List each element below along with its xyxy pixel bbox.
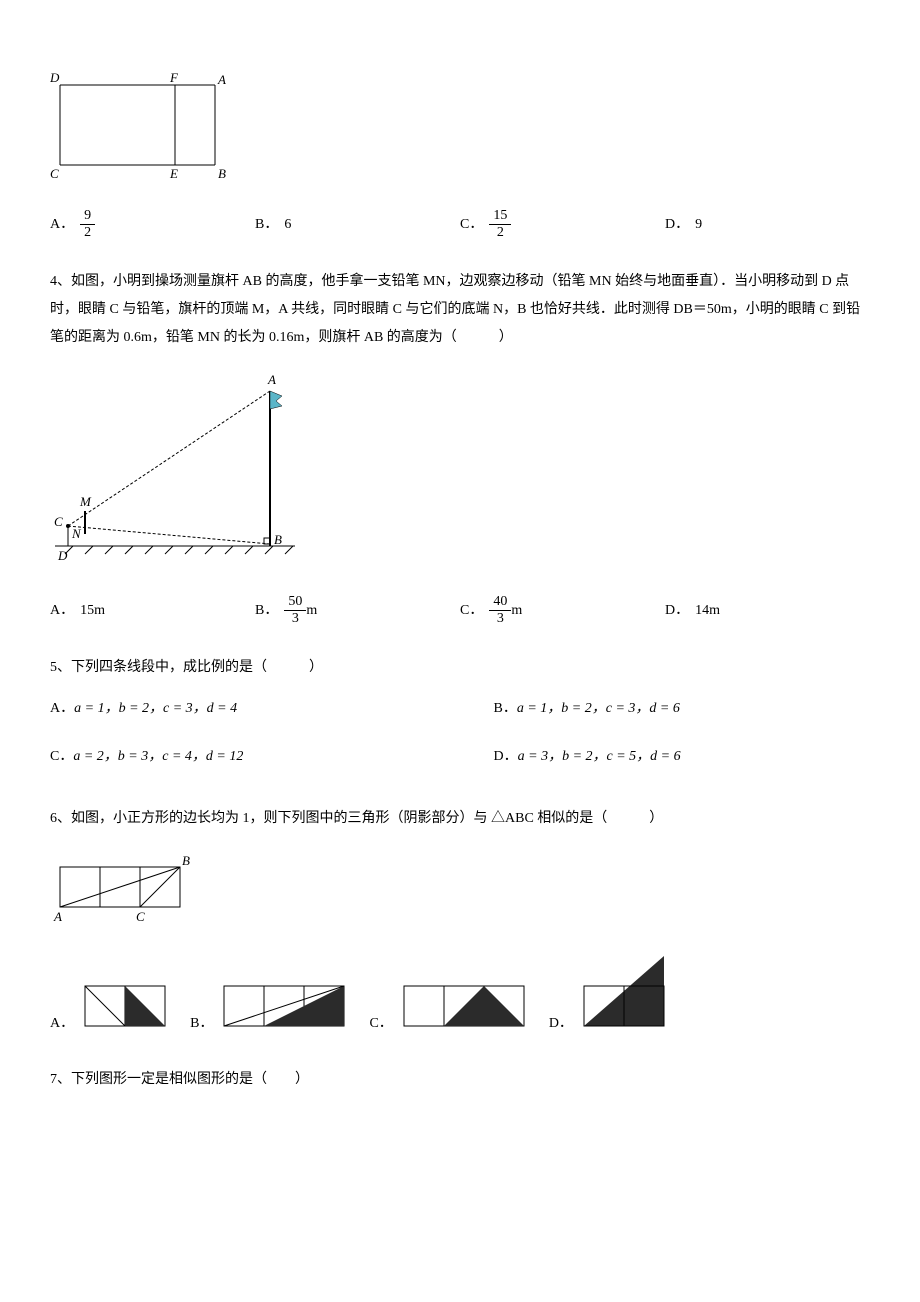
q6-main-diagram: A B C	[50, 847, 870, 936]
q4-option-d[interactable]: D． 14m	[665, 595, 870, 626]
q6-text: 6、如图，小正方形的边长均为 1，则下列图中的三角形（阴影部分）与 △ABC 相…	[50, 805, 870, 833]
option-label: B．	[255, 212, 278, 237]
q3-option-b[interactable]: B． 6	[255, 209, 460, 240]
option-text: 6	[284, 212, 291, 237]
q6-option-c-figure	[399, 981, 529, 1036]
unit: m	[306, 598, 317, 623]
q4-option-a[interactable]: A． 15m	[50, 595, 255, 626]
option-label: D．	[665, 598, 689, 623]
q5-option-b[interactable]: B．a = 1，b = 2，c = 3，d = 6	[494, 696, 680, 721]
svg-text:C: C	[54, 514, 63, 529]
svg-text:A: A	[53, 909, 62, 924]
option-label: C．	[369, 1011, 392, 1036]
question-body: 如图，小明到操场测量旗杆 AB 的高度，他手拿一支铅笔 MN，边观察边移动（铅笔…	[50, 274, 860, 345]
question-number: 4、	[50, 274, 71, 289]
question-number: 6、	[50, 811, 71, 826]
q6-options: A． B． C． D．	[50, 956, 870, 1036]
q6-option-a-figure	[80, 981, 170, 1036]
q4-diagram: A M C N B D	[50, 366, 870, 575]
option-label: A．	[50, 212, 74, 237]
option-label: C．	[460, 212, 483, 237]
question-body: 如图，小正方形的边长均为 1，则下列图中的三角形（阴影部分）与 △ABC 相似的…	[71, 811, 663, 826]
q5-text: 5、下列四条线段中，成比例的是（ ）	[50, 654, 870, 682]
option-label: C．	[50, 749, 73, 764]
question-body: 下列四条线段中，成比例的是（ ）	[71, 660, 323, 675]
svg-text:D: D	[50, 70, 60, 85]
option-label: A．	[50, 701, 74, 716]
option-text: 15m	[80, 598, 105, 623]
fraction: 15 2	[489, 209, 511, 240]
option-text: a = 1，b = 2，c = 3，d = 6	[517, 701, 680, 716]
option-text: 14m	[695, 598, 720, 623]
q3-diagram: D F A C E B	[50, 70, 870, 189]
q6-option-c[interactable]: C．	[369, 981, 528, 1036]
svg-text:D: D	[57, 548, 68, 563]
q3-options: A． 9 2 B． 6 C． 15 2 D． 9	[50, 209, 870, 240]
svg-text:B: B	[182, 853, 190, 868]
question-number: 5、	[50, 660, 71, 675]
question-number: 7、	[50, 1072, 71, 1087]
q5-option-d[interactable]: D．a = 3，b = 2，c = 5，d = 6	[494, 744, 681, 769]
q6-option-a[interactable]: A．	[50, 981, 170, 1036]
q4-option-b[interactable]: B． 50 3 m	[255, 595, 460, 626]
svg-text:C: C	[136, 909, 145, 924]
svg-text:M: M	[79, 494, 92, 509]
svg-text:A: A	[217, 72, 226, 87]
fraction: 50 3	[284, 595, 306, 626]
q6-option-b[interactable]: B．	[190, 981, 349, 1036]
q3-option-a[interactable]: A． 9 2	[50, 209, 255, 240]
option-label: A．	[50, 598, 74, 623]
option-label: B．	[190, 1011, 213, 1036]
option-label: B．	[255, 598, 278, 623]
svg-text:N: N	[71, 526, 82, 541]
q6-option-d[interactable]: D．	[549, 956, 679, 1036]
svg-text:A: A	[267, 372, 276, 387]
q4-option-c[interactable]: C． 40 3 m	[460, 595, 665, 626]
option-label: D．	[494, 749, 518, 764]
option-text: a = 1，b = 2，c = 3，d = 4	[74, 701, 237, 716]
svg-text:B: B	[218, 166, 226, 180]
option-label: B．	[494, 701, 517, 716]
q5-option-a[interactable]: A．a = 1，b = 2，c = 3，d = 4	[50, 696, 410, 721]
option-label: D．	[665, 212, 689, 237]
q4-text: 4、如图，小明到操场测量旗杆 AB 的高度，他手拿一支铅笔 MN，边观察边移动（…	[50, 268, 870, 352]
q7-text: 7、下列图形一定是相似图形的是（ ）	[50, 1066, 870, 1094]
q3-option-c[interactable]: C． 15 2	[460, 209, 665, 240]
svg-text:F: F	[169, 70, 179, 85]
option-text: a = 3，b = 2，c = 5，d = 6	[518, 749, 681, 764]
option-text: 9	[695, 212, 702, 237]
option-text: a = 2，b = 3，c = 4，d = 12	[73, 749, 243, 764]
unit: m	[511, 598, 522, 623]
q6-option-d-figure	[579, 956, 679, 1036]
fraction: 40 3	[489, 595, 511, 626]
option-label: C．	[460, 598, 483, 623]
q3-option-d[interactable]: D． 9	[665, 209, 870, 240]
svg-text:E: E	[169, 166, 178, 180]
svg-text:C: C	[50, 166, 59, 180]
q5-option-c[interactable]: C．a = 2，b = 3，c = 4，d = 12	[50, 744, 410, 769]
option-label: D．	[549, 1011, 573, 1036]
q5-options: A．a = 1，b = 2，c = 3，d = 4 B．a = 1，b = 2，…	[50, 696, 870, 778]
q6-option-b-figure	[219, 981, 349, 1036]
question-body: 下列图形一定是相似图形的是（ ）	[71, 1072, 309, 1087]
q4-options: A． 15m B． 50 3 m C． 40 3 m D． 14m	[50, 595, 870, 626]
option-label: A．	[50, 1011, 74, 1036]
fraction: 9 2	[80, 209, 95, 240]
svg-text:B: B	[274, 532, 282, 547]
